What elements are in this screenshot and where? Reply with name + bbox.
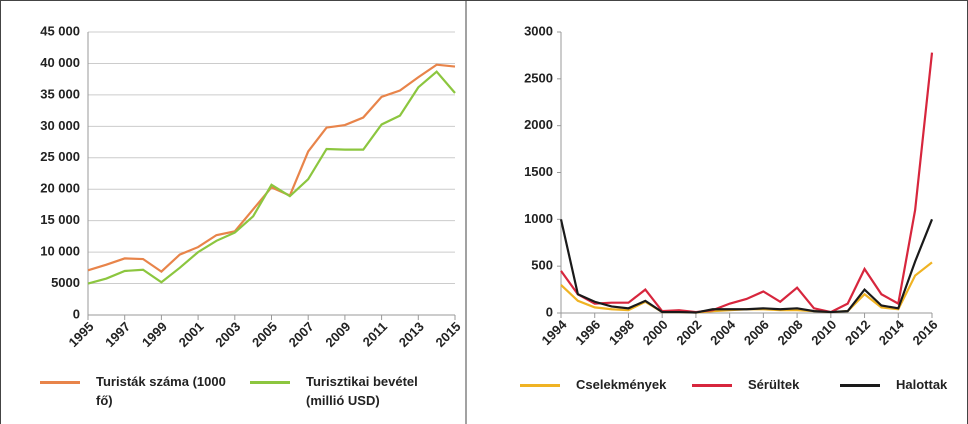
series-line [560,52,934,314]
x-tick-label: 2004 [707,316,739,348]
x-tick-label: 1999 [139,319,170,350]
legend-label: Sérültek [748,377,800,392]
x-tick-label: 1997 [102,319,133,350]
y-tick-label: 500 [531,258,553,273]
x-tick-label: 1996 [572,317,603,348]
y-tick-label: 10 000 [40,244,80,259]
legend-swatch [520,384,560,387]
x-tick-label: 1995 [65,319,96,350]
legend-swatch [840,384,880,387]
x-tick-label: 2003 [212,319,243,350]
x-tick-label: 2002 [673,317,704,348]
x-tick-label: 2001 [176,319,207,350]
x-tick-label: 2008 [775,317,806,348]
x-tick-label: 2000 [640,317,671,348]
x-tick-label: 1998 [606,317,637,348]
y-tick-label: 3000 [524,23,553,38]
y-tick-label: 1500 [524,164,553,179]
series-line [87,63,456,274]
x-tick-label: 2012 [842,317,873,348]
x-tick-label: 2013 [396,319,427,350]
x-tick-label: 2011 [360,319,391,350]
legend-label: Turisztikai bevétel (millió USD) [306,374,418,408]
x-tick-label: 2009 [322,319,353,350]
y-tick-label: 20 000 [40,181,80,196]
y-tick-label: 30 000 [40,118,80,133]
x-tick-label: 2005 [249,319,280,350]
legend-label: Cselekmények [576,377,667,392]
y-tick-label: 40 000 [40,55,80,70]
y-tick-label: 2500 [524,70,553,85]
y-tick-label: 45 000 [40,23,80,38]
series-line [559,218,934,314]
y-tick-label: 25 000 [40,149,80,164]
legend-swatch [250,381,290,384]
y-tick-label: 5000 [51,275,80,290]
x-tick-label: 2016 [909,317,940,348]
y-tick-label: 2000 [524,117,553,132]
x-tick-label: 2015 [432,319,463,350]
y-tick-label: 0 [73,306,80,321]
y-tick-label: 0 [546,304,553,319]
legend-label: Turisták száma (1000 fő) [96,374,226,408]
legend-swatch [40,381,80,384]
x-tick-label: 2010 [808,317,839,348]
y-tick-label: 15 000 [40,212,80,227]
legend-swatch [692,384,732,387]
x-tick-label: 2006 [741,317,772,348]
y-tick-label: 35 000 [40,86,80,101]
x-tick-label: 2014 [876,316,908,348]
legend-label: Halottak [896,377,948,392]
x-tick-label: 1994 [538,316,570,348]
y-tick-label: 1000 [524,211,553,226]
x-tick-label: 2007 [286,319,317,350]
series-line [87,70,456,285]
